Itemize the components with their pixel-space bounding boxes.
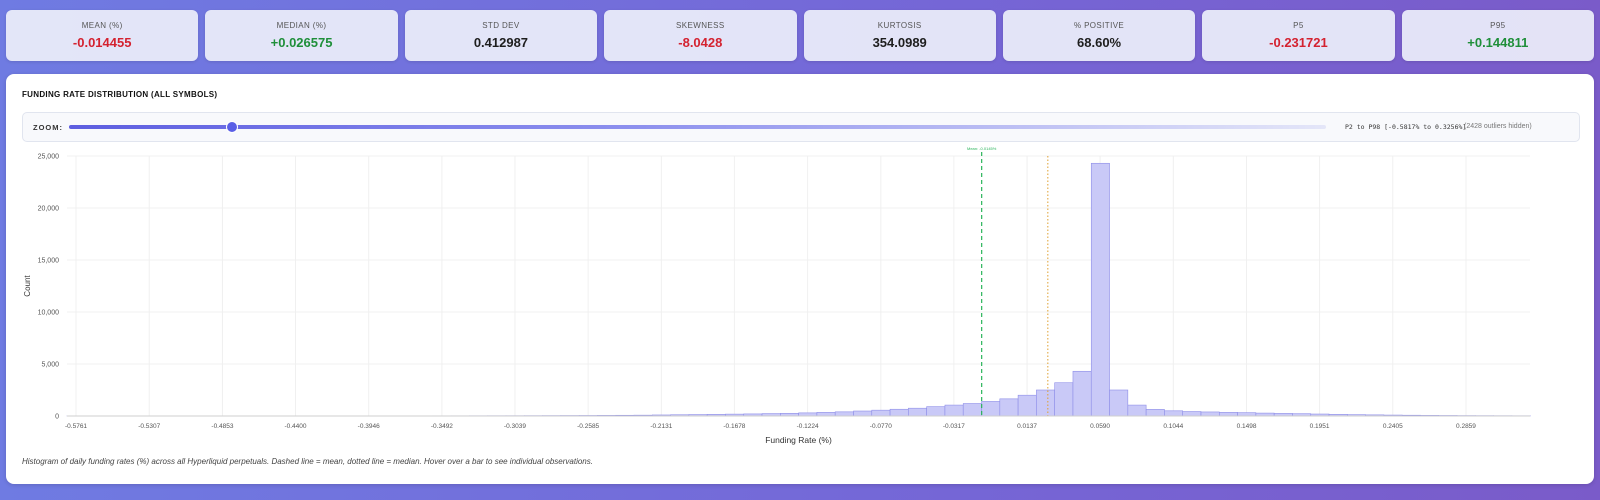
histogram-chart: Mean: -0.0145% 0 5,000 10,000 15,000 20,000 2… [23, 146, 1531, 445]
stat-card-kurtosis: KURTOSIS 354.0989 [803, 10, 996, 61]
stat-card-positive: % POSITIVE 68.60% [1002, 10, 1196, 61]
x-tick-label: -0.0317 [943, 423, 965, 430]
y-tick-label: 25,000 [38, 154, 60, 161]
zoom-label: ZOOM: [33, 123, 63, 132]
histogram-bar [1145, 409, 1165, 417]
histogram-bar [834, 411, 854, 417]
y-axis-title: Count [23, 275, 32, 297]
x-tick-label: -0.2131 [650, 423, 672, 430]
mean-line-label: Mean: -0.0145% [967, 146, 997, 151]
x-axis-title: Funding Rate (%) [765, 435, 832, 445]
histogram-bar [1218, 412, 1238, 417]
histogram-bar [999, 398, 1019, 417]
y-tick-label: 20,000 [38, 206, 60, 213]
stat-card-p5: P5 -0.231721 [1202, 10, 1395, 61]
histogram-bar [889, 408, 909, 417]
panel-title: FUNDING RATE DISTRIBUTION (ALL SYMBOLS) [22, 90, 218, 99]
stat-card-mean: MEAN (%) -0.014455 [6, 10, 199, 61]
stat-label: MEDIAN (%) [276, 21, 327, 30]
histogram-bar [1127, 404, 1147, 417]
histogram-bar [816, 412, 836, 417]
histogram-bar [1036, 389, 1055, 417]
stat-value: 354.0989 [872, 35, 927, 50]
x-tick-label: 0.2859 [1456, 423, 1476, 430]
stat-value: +0.026575 [270, 35, 333, 50]
chart-caption: Histogram of daily funding rates (%) acr… [22, 457, 593, 466]
stat-card-median: MEDIAN (%) +0.026575 [205, 10, 398, 61]
y-tick-label: 5,000 [41, 362, 59, 369]
histogram-bar [1109, 389, 1129, 417]
zoom-slider-thumb[interactable] [227, 122, 238, 132]
outliers-hidden-text: (2428 outliers hidden) [1464, 123, 1532, 130]
x-tick-label: 0.1498 [1237, 423, 1257, 430]
histogram-bar [908, 407, 927, 417]
zoom-slider-track[interactable] [69, 122, 1326, 132]
stat-value: +0.144811 [1467, 35, 1529, 50]
x-tick-label: -0.3039 [504, 423, 526, 430]
x-tick-label: 0.0590 [1090, 423, 1110, 430]
x-tick-label: -0.3492 [431, 423, 453, 430]
stat-card-std-dev: STD DEV 0.412987 [404, 10, 598, 61]
x-tick-label: -0.1678 [723, 423, 745, 430]
y-tick-label: 15,000 [38, 258, 60, 265]
stat-card-p95: P95 +0.144811 [1401, 10, 1594, 61]
zoom-range-text: P2 to P98 [-0.5817% to 0.3256%] [1345, 123, 1467, 131]
axis-layer: 0 5,000 10,000 15,000 20,000 25,000 -0.5761 -0.… [23, 154, 1530, 445]
x-tick-label: 0.2405 [1383, 423, 1403, 430]
histogram-bar [871, 409, 891, 417]
stat-value: 0.412987 [473, 35, 529, 50]
distribution-panel: FUNDING RATE DISTRIBUTION (ALL SYMBOLS) … [6, 74, 1594, 484]
stat-value: -0.014455 [72, 35, 132, 50]
stat-label: KURTOSIS [877, 21, 922, 30]
x-tick-label: -0.5307 [138, 423, 160, 430]
y-tick-label: 10,000 [38, 310, 60, 317]
stat-value: -8.0428 [678, 35, 723, 50]
stat-value: 68.60% [1077, 35, 1122, 50]
histogram-bar [1200, 411, 1220, 417]
histogram-bar [1164, 410, 1184, 417]
x-tick-label: -0.4400 [284, 423, 306, 430]
x-tick-label: -0.4853 [211, 423, 233, 430]
stat-label: % POSITIVE [1073, 21, 1125, 30]
histogram-bar [926, 406, 946, 417]
reference-lines: Mean: -0.0145% [967, 146, 1049, 416]
histogram-bar [1090, 162, 1110, 417]
histogram-bar [1017, 394, 1037, 417]
x-tick-label: 0.1044 [1163, 423, 1183, 430]
histogram-bar [1182, 411, 1202, 417]
histogram-bar [981, 401, 1001, 417]
y-tick-label: 0 [55, 414, 59, 421]
stats-bar: MEAN (%) -0.014455 MEDIAN (%) +0.026575 … [6, 10, 1594, 61]
x-tick-label: -0.3946 [358, 423, 380, 430]
histogram-bar [944, 404, 964, 417]
x-tick-label: -0.5761 [65, 423, 87, 430]
x-tick-label: -0.0770 [870, 423, 892, 430]
stat-label: STD DEV [482, 21, 520, 30]
stat-label: SKEWNESS [676, 21, 725, 30]
grid-layer [67, 155, 1530, 417]
histogram-bar [853, 410, 873, 417]
bar-layer [66, 162, 1531, 417]
x-tick-label: 0.0137 [1017, 423, 1037, 430]
histogram-bar [1072, 370, 1092, 417]
x-tick-label: 0.1951 [1310, 423, 1330, 430]
stat-label: P95 [1490, 21, 1506, 30]
histogram-bar [1054, 382, 1074, 417]
x-tick-label: -0.1224 [797, 423, 819, 430]
histogram-bar [962, 403, 982, 417]
stat-value: -0.231721 [1269, 35, 1328, 50]
x-tick-label: -0.2585 [577, 423, 599, 430]
stat-card-skewness: SKEWNESS -8.0428 [604, 10, 797, 61]
stat-label: P5 [1293, 21, 1304, 30]
stat-label: MEAN (%) [81, 21, 123, 30]
zoom-control: ZOOM: P2 to P98 [-0.5817% to 0.3256%] (2… [22, 112, 1580, 142]
